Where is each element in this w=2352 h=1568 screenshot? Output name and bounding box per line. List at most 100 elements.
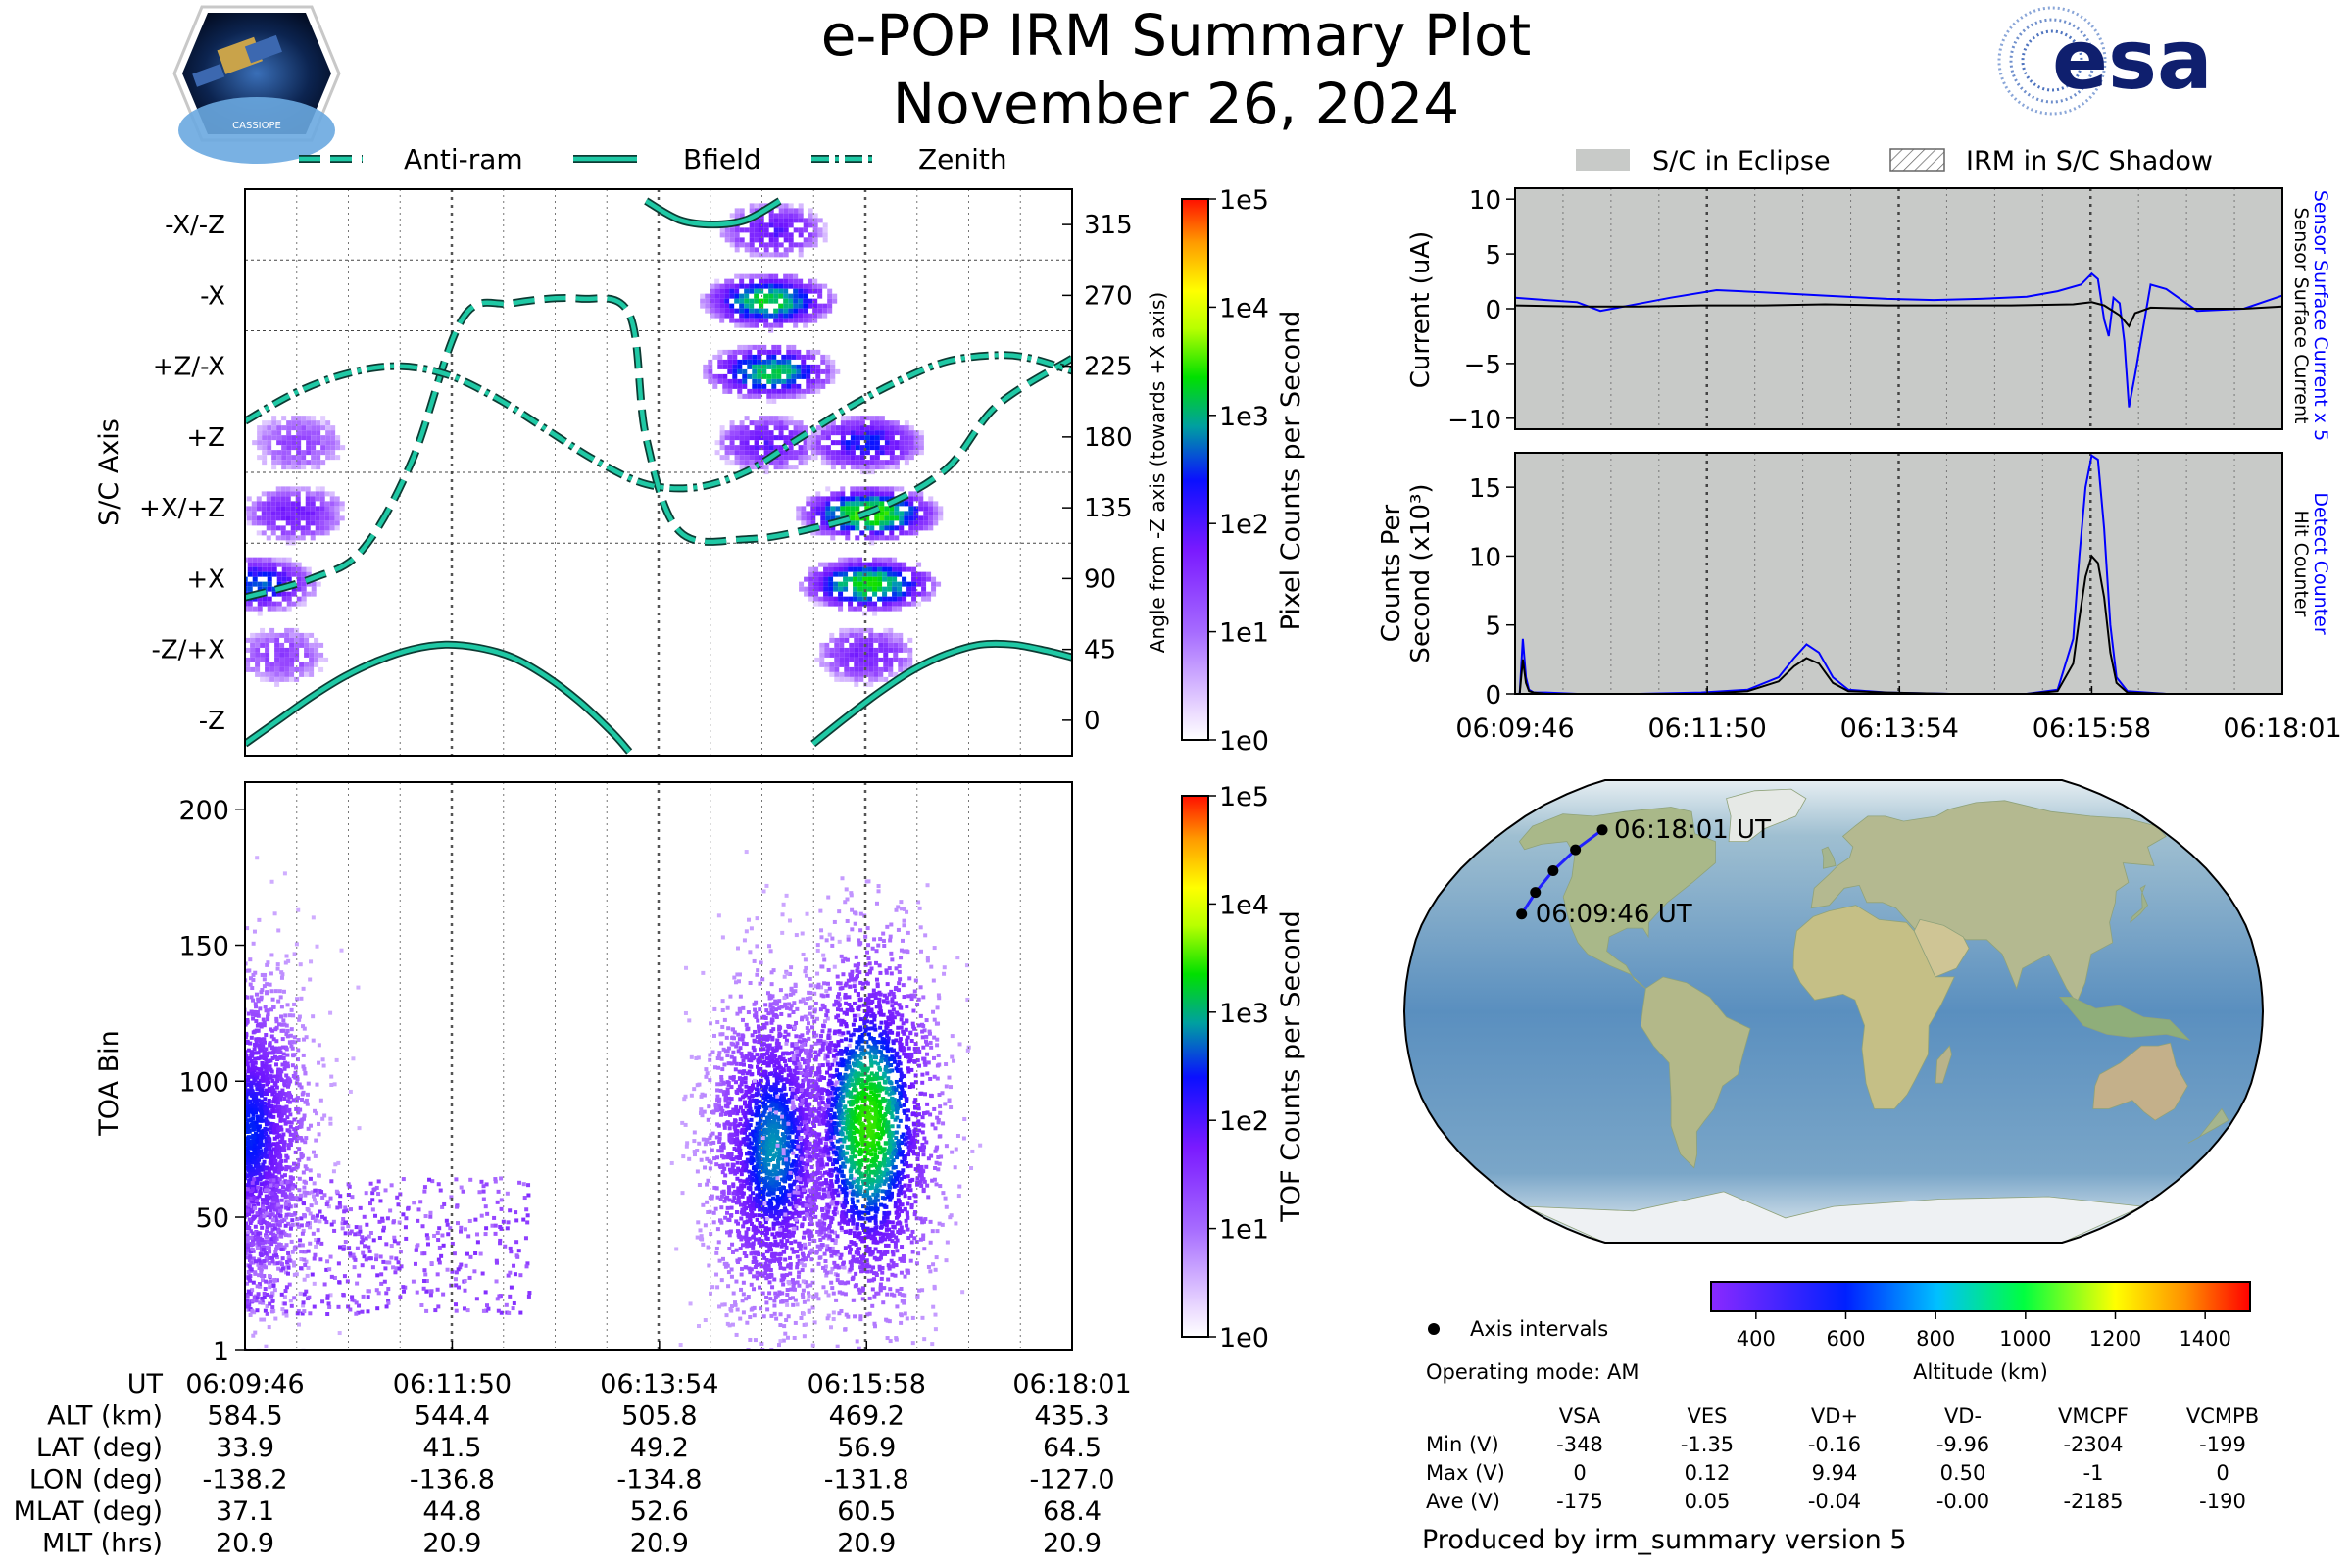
pixel-blob bbox=[703, 344, 841, 404]
colorbar-tick-label: 1e4 bbox=[1219, 890, 1269, 920]
continent-antarctica bbox=[1525, 1191, 2144, 1243]
altitude-colorbar: 400 600 800 1000 1200 1400 Altitude (km) bbox=[1710, 1281, 2251, 1384]
voltage-value: -0.04 bbox=[1808, 1490, 1861, 1513]
angle-label: 315 bbox=[1084, 211, 1133, 240]
operating-mode: Operating mode: AM bbox=[1426, 1360, 1639, 1384]
colorbar-tick-label: 1e1 bbox=[1219, 618, 1269, 649]
world-map: 06:18:01 UT 06:09:46 UT bbox=[1402, 779, 2265, 1244]
tof-heatmap bbox=[245, 850, 983, 1350]
cassiope-logo: CASSIOPE bbox=[172, 5, 341, 164]
colorbar-tick-label: 1e3 bbox=[1219, 402, 1269, 432]
tof-y-tick-label: 150 bbox=[178, 932, 229, 962]
sc-axis-label: -X/-Z bbox=[165, 211, 225, 240]
counts-x-tick-label: 06:13:54 bbox=[1840, 713, 1959, 744]
counts-y-tick-label: 0 bbox=[1485, 681, 1501, 710]
angle-label: 270 bbox=[1084, 281, 1133, 311]
ephemeris-label: LON (deg) bbox=[29, 1465, 163, 1495]
voltage-value: -0.00 bbox=[1936, 1490, 1989, 1513]
voltage-header: VES bbox=[1688, 1404, 1728, 1428]
series-line-sensor-surface-current-x-5 bbox=[1514, 271, 2283, 408]
orientation-line-anti-ram bbox=[245, 295, 1072, 600]
counts-y-tick-label: 15 bbox=[1469, 474, 1501, 504]
counts-x-tick-label: 06:09:46 bbox=[1455, 713, 1574, 744]
ephemeris-label: MLT (hrs) bbox=[42, 1529, 163, 1559]
altitude-tick-label: 1000 bbox=[1999, 1327, 2051, 1350]
angle-label: 0 bbox=[1084, 707, 1101, 736]
sc-axis-label: -X bbox=[200, 281, 225, 311]
orientation-lines bbox=[245, 197, 1072, 755]
sc-axis-label: +X bbox=[186, 564, 225, 594]
voltage-value: -0.16 bbox=[1808, 1433, 1861, 1456]
ephemeris-label: ALT (km) bbox=[47, 1401, 163, 1432]
tof-y-tick-label: 200 bbox=[178, 796, 229, 826]
counts-y-tick-label: 10 bbox=[1469, 543, 1501, 572]
voltage-value: -9.96 bbox=[1936, 1433, 1989, 1456]
continent-north-america bbox=[1518, 807, 1716, 989]
voltage-table: VSA VES VD+ VD- VMCPF VCMPB Min (V) -348 -1.35 -0… bbox=[1426, 1404, 2259, 1513]
angle-label: 135 bbox=[1084, 494, 1133, 523]
angle-label: 180 bbox=[1084, 423, 1133, 453]
ephemeris-value: -131.8 bbox=[824, 1465, 909, 1495]
ephemeris-value: 584.5 bbox=[207, 1401, 282, 1432]
angle-labels: 315 270 225 180 135 90 45 0 bbox=[1062, 211, 1133, 736]
tof-y-tick-label: 50 bbox=[196, 1203, 229, 1234]
map-info: Axis intervals Operating mode: AM bbox=[1426, 1317, 1639, 1384]
map-outline bbox=[1402, 779, 2265, 1244]
voltage-header: VD+ bbox=[1811, 1404, 1858, 1428]
voltage-value: -2304 bbox=[2063, 1433, 2123, 1456]
voltage-value: -190 bbox=[2199, 1490, 2246, 1513]
pixel-blob bbox=[245, 486, 345, 546]
altitude-tick-label: 600 bbox=[1826, 1327, 1865, 1350]
page-title: e-POP IRM Summary Plot bbox=[821, 2, 1532, 69]
tof-colorbar: 1e0 1e1 1e2 1e3 1e4 1e5 TOF Counts per Second bbox=[1181, 782, 1306, 1353]
tof-blob bbox=[752, 876, 983, 1350]
continent-indonesia bbox=[2058, 997, 2191, 1042]
pixel-blob bbox=[796, 486, 944, 546]
legend-shadow: IRM in S/C Shadow bbox=[1966, 146, 2213, 176]
pixel-blob bbox=[719, 203, 828, 258]
orientation-legend: Anti-ram Bfield Zenith bbox=[299, 143, 1007, 175]
esa-logo-text: esa bbox=[2052, 12, 2213, 108]
axis-interval-point bbox=[1570, 844, 1582, 856]
continent-madagascar bbox=[1935, 1045, 1952, 1084]
counts-right-label-2: Hit Counter bbox=[2290, 511, 2312, 617]
sc-axis-label: +Z/-X bbox=[153, 353, 225, 382]
altitude-colorbar-label: Altitude (km) bbox=[1913, 1360, 2048, 1384]
colorbar-tick-label: 1e0 bbox=[1219, 726, 1269, 757]
ephemeris-value: 20.9 bbox=[216, 1529, 274, 1559]
ephemeris-value: 20.9 bbox=[837, 1529, 896, 1559]
current-lines bbox=[1514, 271, 2283, 408]
current-right-label-1: Sensor Surface Current x 5 bbox=[2310, 190, 2331, 441]
continent-south-america bbox=[1640, 976, 1751, 1169]
ephemeris-value: 06:18:01 bbox=[1012, 1369, 1131, 1399]
pixel-grid bbox=[245, 189, 1072, 756]
altitude-tick-label: 1400 bbox=[2179, 1327, 2230, 1350]
current-y-tick-label: 0 bbox=[1485, 296, 1501, 325]
continent-new-zealand bbox=[2187, 1107, 2230, 1144]
sc-axis-label: +Z bbox=[186, 423, 225, 453]
tof-ylabel: TOA Bin bbox=[94, 1030, 124, 1136]
ephemeris-value: 20.9 bbox=[630, 1529, 689, 1559]
ephemeris-value: 20.9 bbox=[422, 1529, 481, 1559]
pixel-blob bbox=[245, 627, 329, 687]
legend-zenith: Zenith bbox=[918, 143, 1007, 175]
tof-blob bbox=[245, 856, 362, 1350]
track-start-label: 06:09:46 UT bbox=[1536, 900, 1692, 929]
axis-interval-point bbox=[1530, 887, 1542, 899]
colorbar-tick-label: 1e5 bbox=[1219, 185, 1269, 216]
ephemeris-value: -138.2 bbox=[202, 1465, 287, 1495]
tof-frame bbox=[244, 781, 1073, 1351]
ephemeris-value: 56.9 bbox=[837, 1433, 896, 1463]
pixel-panel: -X/-Z -X +Z/-X +Z +X/+Z +X -Z/+X -Z 315 270 225 18… bbox=[94, 188, 1169, 757]
angle-label: 45 bbox=[1084, 636, 1116, 665]
voltage-row-label: Ave (V) bbox=[1426, 1490, 1500, 1513]
ephemeris-value: 60.5 bbox=[837, 1496, 896, 1527]
ephemeris-value: 20.9 bbox=[1043, 1529, 1102, 1559]
counts-right-label-1: Detect Counter bbox=[2310, 492, 2331, 635]
track-end-label: 06:18:01 UT bbox=[1614, 815, 1771, 845]
colorbar-tick-label: 1e5 bbox=[1219, 782, 1269, 812]
pixel-heatmap bbox=[245, 203, 944, 687]
ephemeris-value: 06:11:50 bbox=[393, 1369, 512, 1399]
tof-grid bbox=[244, 782, 1073, 1350]
current-ylabel: Current (uA) bbox=[1406, 231, 1436, 388]
